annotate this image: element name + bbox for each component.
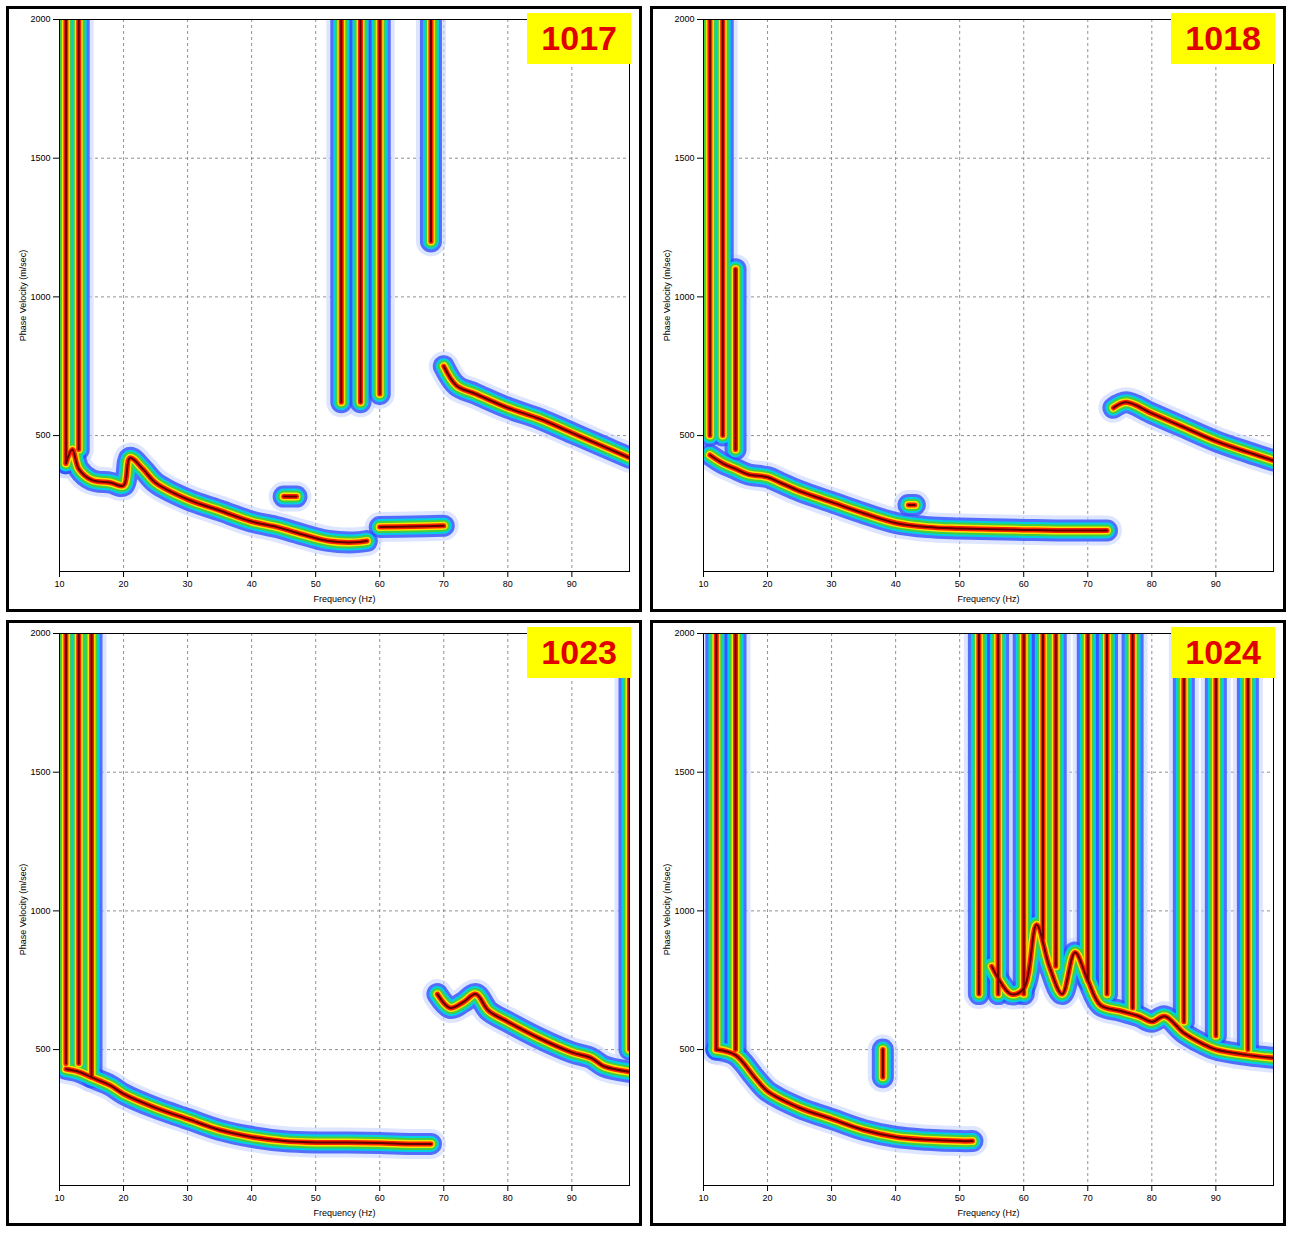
svg-text:30: 30 bbox=[827, 579, 837, 589]
svg-text:40: 40 bbox=[891, 579, 901, 589]
svg-text:50: 50 bbox=[955, 1193, 965, 1203]
html-text:1018: 1018 bbox=[1185, 19, 1261, 57]
svg-text:60: 60 bbox=[375, 1193, 385, 1203]
svg-text:2000: 2000 bbox=[674, 628, 694, 638]
svg-text:10: 10 bbox=[54, 1193, 64, 1203]
svg-text:50: 50 bbox=[311, 579, 321, 589]
svg-text:1500: 1500 bbox=[674, 767, 694, 777]
svg-text:Frequency (Hz): Frequency (Hz) bbox=[957, 594, 1019, 604]
svg-text:500: 500 bbox=[679, 430, 694, 440]
svg-text:10: 10 bbox=[54, 579, 64, 589]
svg-text:20: 20 bbox=[763, 1193, 773, 1203]
svg-text:1000: 1000 bbox=[30, 906, 50, 916]
svg-text:40: 40 bbox=[247, 1193, 257, 1203]
svg-text:500: 500 bbox=[679, 1044, 694, 1054]
svg-text:Frequency (Hz): Frequency (Hz) bbox=[313, 1208, 375, 1218]
svg-text:90: 90 bbox=[1211, 579, 1221, 589]
svg-text:40: 40 bbox=[247, 579, 257, 589]
svg-text:10: 10 bbox=[698, 1193, 708, 1203]
svg-text:80: 80 bbox=[1147, 1193, 1157, 1203]
svg-text:1000: 1000 bbox=[674, 292, 694, 302]
svg-text:Frequency (Hz): Frequency (Hz) bbox=[313, 594, 375, 604]
svg-text:500: 500 bbox=[35, 1044, 50, 1054]
svg-text:50: 50 bbox=[311, 1193, 321, 1203]
svg-text:Frequency (Hz): Frequency (Hz) bbox=[957, 1208, 1019, 1218]
svg-text:1500: 1500 bbox=[30, 767, 50, 777]
svg-text:2000: 2000 bbox=[674, 14, 694, 24]
svg-text:30: 30 bbox=[183, 1193, 193, 1203]
html-text:1024: 1024 bbox=[1185, 633, 1261, 671]
svg-text:90: 90 bbox=[567, 579, 577, 589]
svg-text:20: 20 bbox=[763, 579, 773, 589]
svg-text:90: 90 bbox=[567, 1193, 577, 1203]
svg-text:70: 70 bbox=[1083, 1193, 1093, 1203]
svg-text:70: 70 bbox=[439, 579, 449, 589]
svg-text:20: 20 bbox=[119, 1193, 129, 1203]
svg-text:2000: 2000 bbox=[30, 628, 50, 638]
svg-text:80: 80 bbox=[1147, 579, 1157, 589]
svg-text:60: 60 bbox=[1019, 579, 1029, 589]
svg-text:Phase Velocity (m/sec): Phase Velocity (m/sec) bbox=[662, 250, 672, 342]
svg-text:Phase Velocity (m/sec): Phase Velocity (m/sec) bbox=[18, 250, 28, 342]
svg-text:20: 20 bbox=[119, 579, 129, 589]
svg-text:70: 70 bbox=[439, 1193, 449, 1203]
svg-text:Phase Velocity (m/sec): Phase Velocity (m/sec) bbox=[662, 864, 672, 956]
svg-text:1000: 1000 bbox=[674, 906, 694, 916]
svg-text:30: 30 bbox=[183, 579, 193, 589]
svg-text:80: 80 bbox=[503, 579, 513, 589]
svg-text:80: 80 bbox=[503, 1193, 513, 1203]
svg-text:50: 50 bbox=[955, 579, 965, 589]
svg-text:70: 70 bbox=[1083, 579, 1093, 589]
svg-text:30: 30 bbox=[827, 1193, 837, 1203]
svg-text:60: 60 bbox=[375, 579, 385, 589]
svg-text:90: 90 bbox=[1211, 1193, 1221, 1203]
svg-text:1500: 1500 bbox=[30, 153, 50, 163]
html-text:1023: 1023 bbox=[541, 633, 617, 671]
svg-text:Phase Velocity (m/sec): Phase Velocity (m/sec) bbox=[18, 864, 28, 956]
svg-text:1000: 1000 bbox=[30, 292, 50, 302]
svg-text:10: 10 bbox=[698, 579, 708, 589]
svg-text:1500: 1500 bbox=[674, 153, 694, 163]
svg-text:60: 60 bbox=[1019, 1193, 1029, 1203]
svg-text:40: 40 bbox=[891, 1193, 901, 1203]
svg-text:500: 500 bbox=[35, 430, 50, 440]
svg-text:2000: 2000 bbox=[30, 14, 50, 24]
html-text:1017: 1017 bbox=[541, 19, 617, 57]
